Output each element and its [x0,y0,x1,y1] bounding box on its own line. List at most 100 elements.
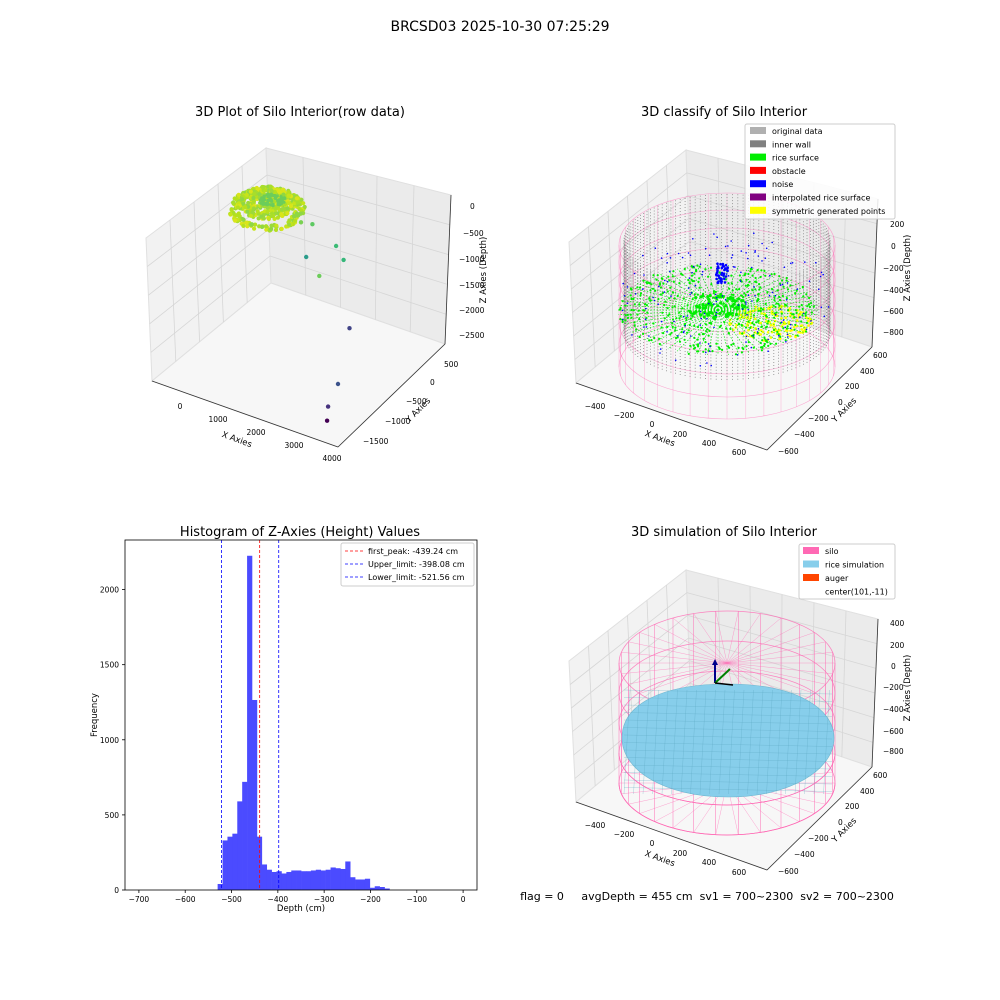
p2-rice-surface-ray [696,265,719,311]
p3-xtick-label: −600 [175,895,196,904]
p2-rice-point [793,316,796,319]
p2-rice-point [753,323,756,326]
p2-rice-point [794,309,798,312]
p2-rice-point [737,297,741,301]
p2-rice-point [702,332,705,336]
p2-rice-point [691,315,694,318]
p2-rice-point [699,313,703,317]
p2-rice-point [698,333,701,336]
p2-noise-point [717,280,720,283]
p2-ytick-3: 0 [838,398,843,407]
p1-cluster-point [269,203,273,207]
p2-noise-point [669,257,672,259]
p2-noise-point [721,280,724,283]
p2-rice-point [727,282,730,285]
p4-rice-mesh-line [642,689,650,795]
p2-noise-point [674,359,677,362]
p4-rice-mesh-line [728,689,735,795]
p2-rice-point [688,323,692,327]
p2-symmetric-point [734,326,738,329]
p3-xtick-label: −500 [221,895,242,904]
p2-noise-point [751,300,753,302]
p2-rice-point [761,339,764,342]
p3-bar [306,871,312,890]
p1-cluster-point [250,210,255,215]
p2-rice-point [695,270,698,273]
p2-rice-point [773,316,776,319]
p2-rice-point [704,348,707,351]
p2-rice-point [710,303,714,307]
p1-cluster-point [285,206,290,211]
p4-rice-mesh-line [661,689,669,795]
p2-noise-point [799,316,801,318]
p2-rice-point [760,325,763,328]
p2-rice-point [795,311,798,314]
p2-noise-point [621,309,624,312]
p2-rice-point [757,298,760,302]
p2-noise-point [739,280,742,283]
p4-rice-mesh-line [652,689,659,795]
p2-noise-point [715,314,717,317]
p2-rice-point [648,297,651,300]
p2-rice-point [653,336,656,340]
p2-rice-point [802,295,805,298]
p2-noise-point [822,273,824,276]
p2-noise-point [730,257,733,259]
p2-rice-point [719,324,722,327]
p2-rice-point [749,267,752,270]
gridline [375,176,378,320]
p2-rice-point [775,311,778,314]
p2-rice-point [740,303,744,308]
p2-rice-point [629,294,632,297]
p2-symmetric-point [738,332,742,335]
p2-noise-point [713,326,715,329]
p2-noise-point [737,304,740,306]
p2-rice-point [692,344,695,347]
gridline [302,157,307,296]
p4-xtick-1: −200 [614,830,635,839]
p2-noise-point [664,279,666,282]
p2-rice-point [645,304,649,307]
p2-rice-point [676,294,679,297]
p2-rice-point [771,288,774,291]
p2-noise-point [709,345,711,348]
p2-rice-point [808,296,811,300]
p1-cluster-point [264,224,269,229]
p2-legend-label: interpolated rice surface [772,194,870,203]
p4-ytick-1: 400 [860,787,875,796]
p4-ztick-3: −200 [883,683,904,692]
panel-simulation-3d: 3D simulation of Silo Interior −400 −200… [568,525,913,877]
p2-rice-surface-ray [717,309,759,352]
p1-cluster-point [248,189,253,194]
p2-ytick-1: 400 [860,367,875,376]
p2-rice-point [755,321,758,324]
p4-rice-mesh-line [623,764,833,770]
p2-rice-point [719,292,723,297]
p2-rice-point [737,346,740,349]
p1-cluster-point [251,195,256,201]
p4-silo-roof-spoke [672,617,728,664]
p4-silo-roof-spoke [621,651,728,664]
p2-rice-point [767,320,770,323]
p2-rice-point [690,274,694,277]
p2-rice-point [779,282,782,285]
p2-rice-point [642,332,645,335]
p2-rice-point [730,293,733,296]
p2-rice-point [654,289,657,292]
p2-rice-point [746,284,749,287]
p2-rice-point [689,344,692,347]
p2-noise-point [687,252,690,254]
p2-noise-point [715,297,718,299]
p2-ztick-5: −800 [883,328,904,337]
p2-rice-point [629,313,632,316]
p2-rice-point [678,317,681,320]
p2-noise-point [740,250,743,252]
p4-x-ticks: −400 −200 0 200 400 600 [585,821,747,877]
p2-noise-point [717,266,720,270]
gridline [241,165,248,303]
p2-rice-point [760,269,763,272]
p2-rice-point [649,289,652,292]
p2-noise-point [818,288,820,291]
p4-silo-roof-spoke [726,641,826,664]
p2-legend-label: noise [772,180,793,189]
